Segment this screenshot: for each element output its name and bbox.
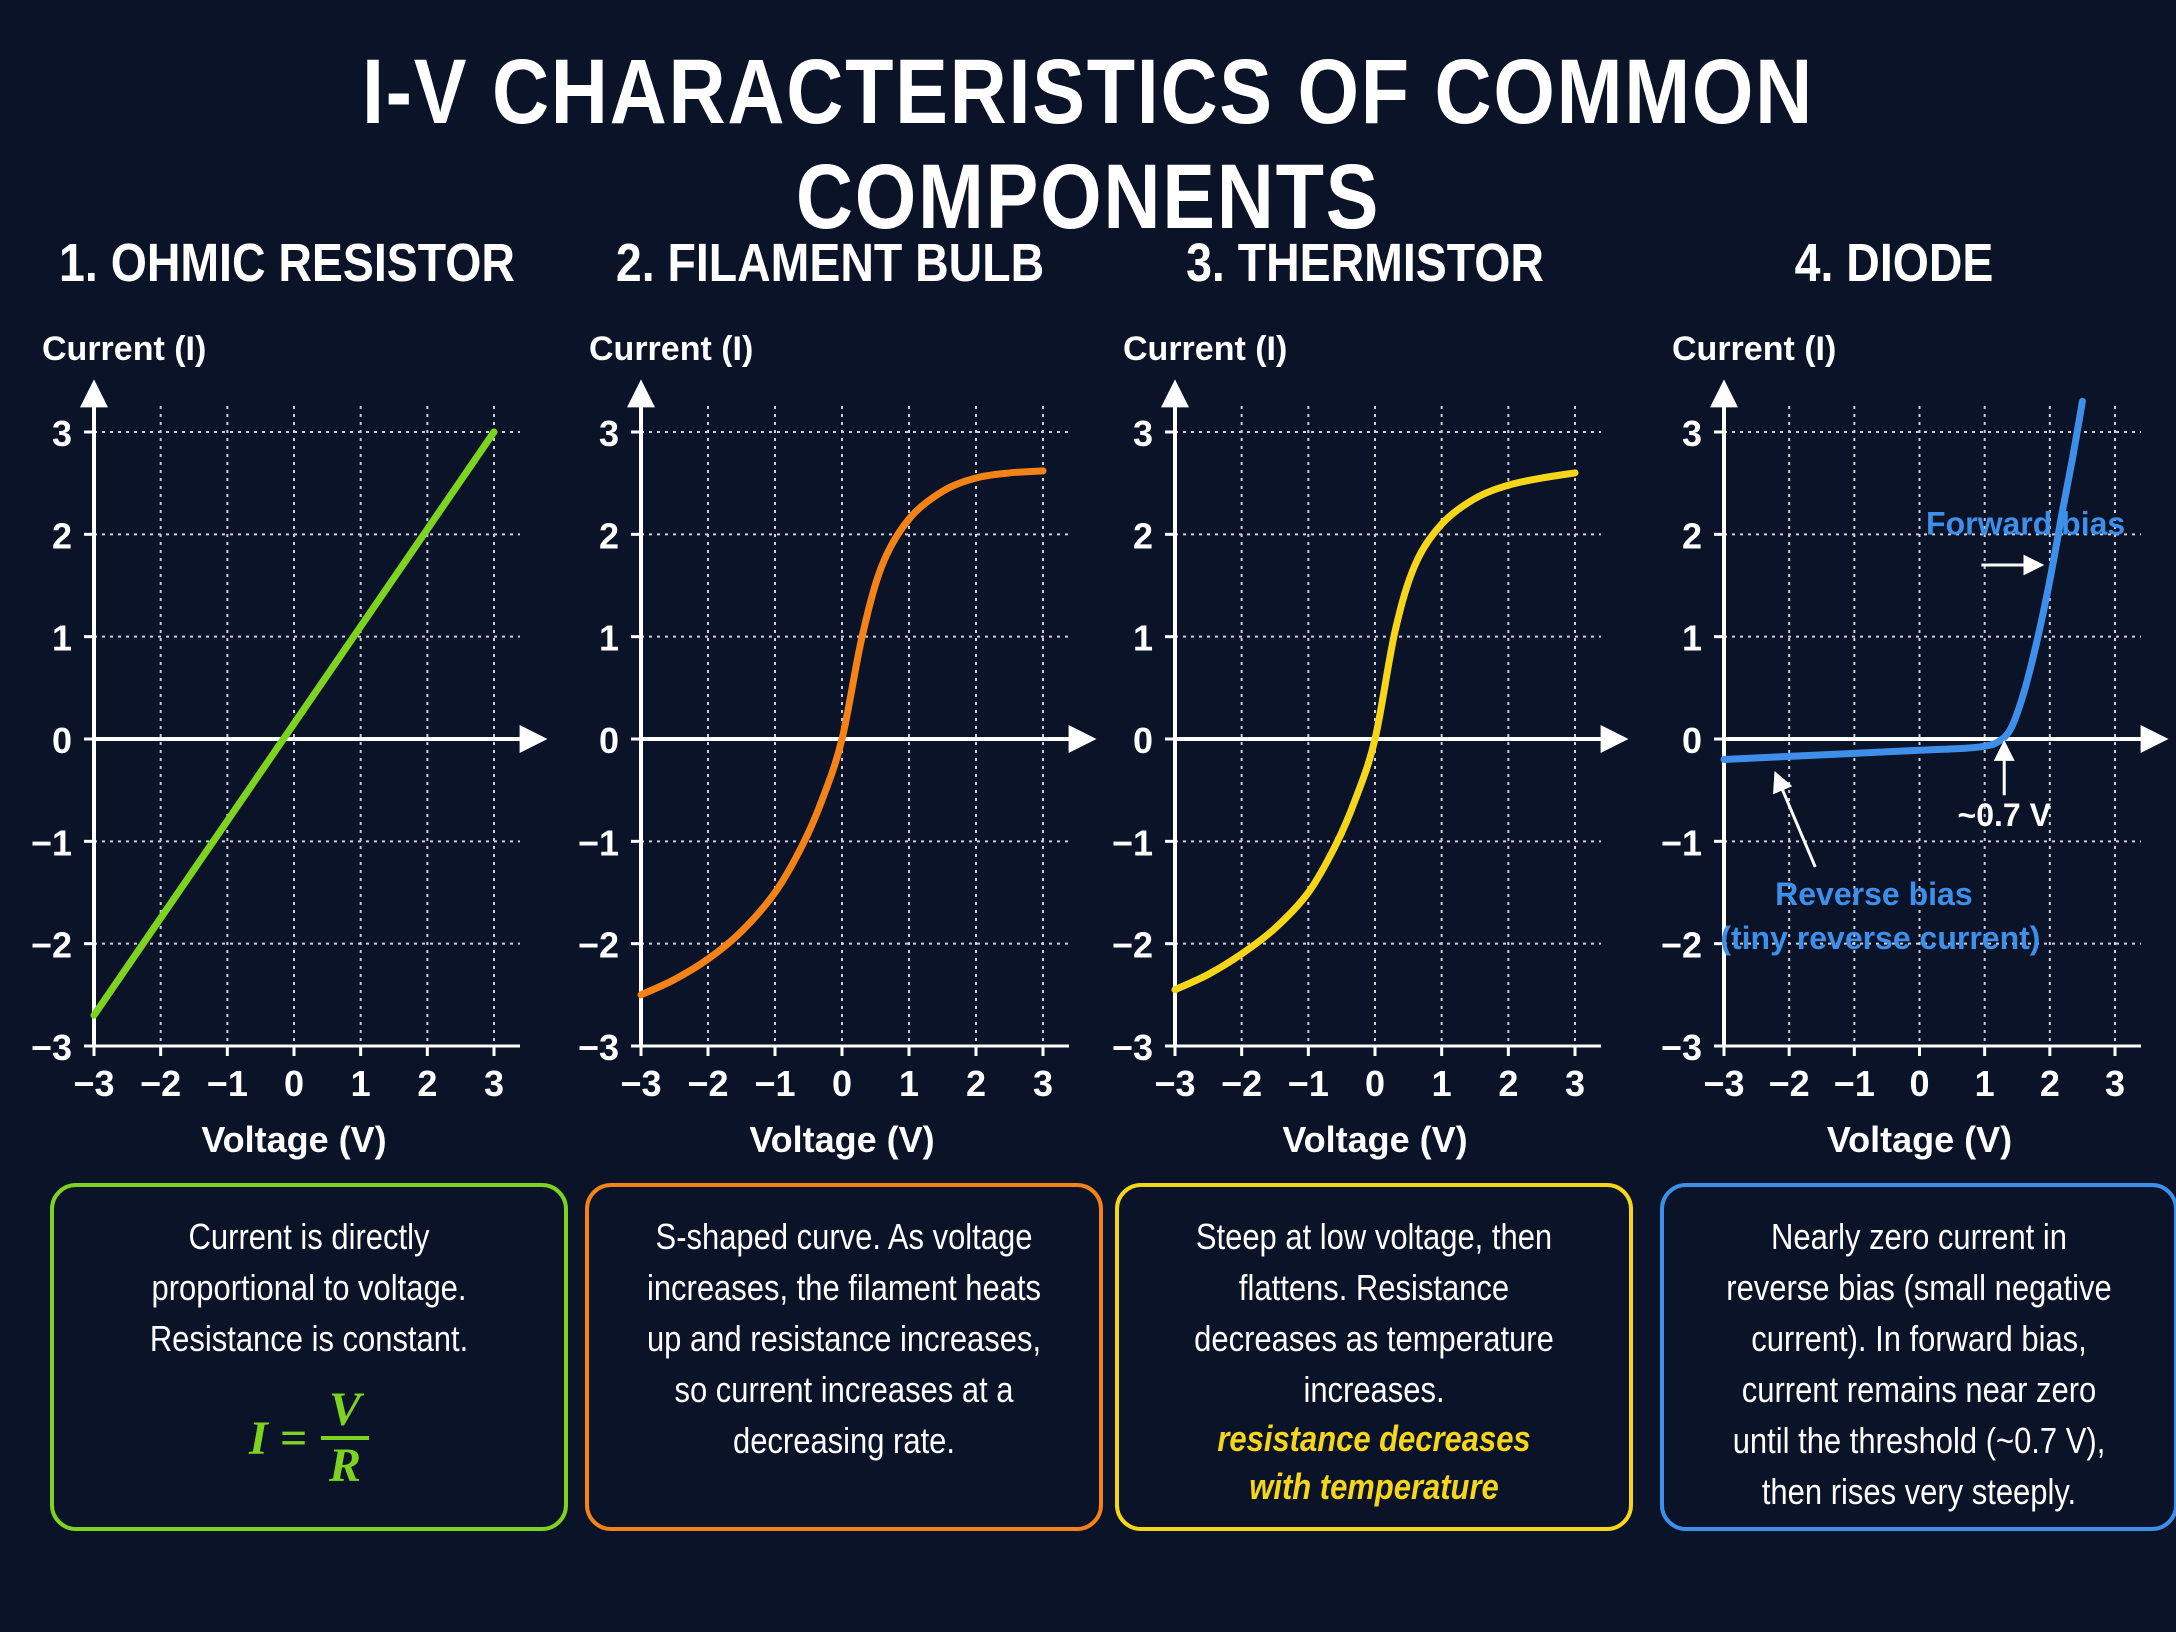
- description-ohmic-resistor: Current is directly proportional to volt…: [50, 1183, 568, 1531]
- x-tick-label: −3: [1703, 1063, 1744, 1104]
- description-diode: Nearly zero current in reverse bias (sma…: [1660, 1183, 2176, 1531]
- x-tick-label: 2: [966, 1063, 986, 1104]
- iv-curve-series: [90, 428, 498, 1019]
- y-tick-label: 1: [1682, 618, 1702, 659]
- description-filament-bulb: S-shaped curve. As voltage increases, th…: [585, 1183, 1103, 1531]
- formula-fraction: V R: [321, 1384, 370, 1492]
- y-axis-label: Current (I): [42, 330, 206, 368]
- y-tick-label: 3: [1682, 413, 1702, 454]
- panel-title-ohmic-resistor: 1. OHMIC RESISTOR: [59, 233, 515, 293]
- panel-title-diode: 4. DIODE: [1794, 233, 1994, 293]
- annotation-reverse-current: (tiny reverse current): [1720, 920, 2040, 956]
- x-tick-label: 1: [1975, 1063, 1995, 1104]
- x-tick-label: 0: [1909, 1063, 1929, 1104]
- chart-panel-4: 3 2 1 0 −1 −2 −3−3 −2 −1 0 1 2 3 Current (I) Voltage (…: [1661, 330, 2169, 1160]
- description-thermistor: Steep at low voltage, then flattens. Res…: [1115, 1183, 1633, 1531]
- panel-title-thermistor: 3. THERMISTOR: [1186, 233, 1544, 293]
- y-tick-label: 2: [1682, 515, 1702, 556]
- x-tick-label: 1: [351, 1063, 371, 1104]
- y-axis-label: Current (I): [589, 330, 753, 368]
- y-tick-label: −2: [578, 925, 619, 966]
- y-tick-label: −2: [1661, 925, 1702, 966]
- chart-panel-1: 3 2 1 0 −1 −2 −3−3 −2 −1 0 1 2 3 Current (I) Voltage (…: [31, 330, 548, 1160]
- y-tick-label: −3: [578, 1027, 619, 1068]
- x-tick-label: 1: [899, 1063, 919, 1104]
- y-axis-label: Current (I): [1123, 330, 1287, 368]
- y-tick-label: −2: [31, 925, 72, 966]
- x-tick-label: −3: [1154, 1063, 1195, 1104]
- x-tick-label: 3: [1033, 1063, 1053, 1104]
- x-tick-label: 2: [2040, 1063, 2060, 1104]
- panel-title-filament-bulb: 2. FILAMENT BULB: [615, 233, 1045, 293]
- y-tick-label: −1: [578, 822, 619, 863]
- y-tick-label: −1: [1661, 822, 1702, 863]
- x-tick-label: 0: [832, 1063, 852, 1104]
- y-tick-label: 2: [599, 515, 619, 556]
- x-tick-label: −2: [1221, 1063, 1262, 1104]
- y-tick-label: 3: [599, 413, 619, 454]
- y-tick-label: −3: [1112, 1027, 1153, 1068]
- y-tick-label: −3: [31, 1027, 72, 1068]
- annotation-threshold: ~0.7 V: [1958, 797, 2052, 833]
- ohms-law-formula: I = V R: [54, 1384, 564, 1492]
- x-tick-label: −2: [140, 1063, 181, 1104]
- y-tick-label: 0: [1133, 720, 1153, 761]
- y-tick-label: −1: [1112, 822, 1153, 863]
- annotation-forward-bias: Forward bias: [1926, 505, 2125, 541]
- iv-curve-series: [1171, 469, 1579, 994]
- x-tick-label: 3: [484, 1063, 504, 1104]
- x-tick-label: 0: [284, 1063, 304, 1104]
- y-tick-label: 1: [599, 618, 619, 659]
- y-tick-label: 3: [1133, 413, 1153, 454]
- y-tick-label: −1: [31, 822, 72, 863]
- description-note: resistance decreases with temperature: [1217, 1418, 1531, 1507]
- x-tick-label: −1: [1834, 1063, 1875, 1104]
- y-tick-label: 1: [1133, 618, 1153, 659]
- y-tick-label: 0: [599, 720, 619, 761]
- x-axis-label: Voltage (V): [749, 1119, 934, 1160]
- iv-curve-series: [1720, 397, 2086, 763]
- annotation-arrow-reverse: [1773, 770, 1817, 868]
- x-tick-label: 2: [417, 1063, 437, 1104]
- page-title: I-V CHARACTERISTICS OF COMMON COMPONENTS: [361, 41, 1815, 248]
- formula-numerator: V: [321, 1384, 370, 1440]
- x-tick-label: 0: [1365, 1063, 1385, 1104]
- x-axis-label: Voltage (V): [201, 1119, 386, 1160]
- x-axis-label: Voltage (V): [1827, 1119, 2012, 1160]
- y-tick-label: 2: [1133, 515, 1153, 556]
- x-tick-label: −3: [73, 1063, 114, 1104]
- y-tick-label: 2: [52, 515, 72, 556]
- x-tick-label: −1: [754, 1063, 795, 1104]
- description-text: Steep at low voltage, then flattens. Res…: [1194, 1216, 1554, 1410]
- chart-panel-2: 3 2 1 0 −1 −2 −3−3 −2 −1 0 1 2 3 Current (I) Voltage (…: [578, 330, 1097, 1160]
- x-tick-label: 1: [1432, 1063, 1452, 1104]
- x-tick-label: −2: [1769, 1063, 1810, 1104]
- y-tick-label: 0: [1682, 720, 1702, 761]
- x-tick-label: −1: [1288, 1063, 1329, 1104]
- x-axis-label: Voltage (V): [1282, 1119, 1467, 1160]
- iv-curve-series: [637, 467, 1047, 999]
- y-tick-label: −2: [1112, 925, 1153, 966]
- description-text: S-shaped curve. As voltage increases, th…: [646, 1216, 1042, 1461]
- x-tick-label: −1: [207, 1063, 248, 1104]
- x-tick-label: 2: [1498, 1063, 1518, 1104]
- y-tick-label: 1: [52, 618, 72, 659]
- x-tick-label: −2: [687, 1063, 728, 1104]
- description-text: Current is directly proportional to volt…: [149, 1216, 469, 1359]
- y-axis-label: Current (I): [1672, 330, 1836, 368]
- x-tick-label: 3: [2105, 1063, 2125, 1104]
- annotation-reverse-bias: Reverse bias: [1775, 876, 1972, 912]
- x-tick-label: 3: [1565, 1063, 1585, 1104]
- y-tick-label: −3: [1661, 1027, 1702, 1068]
- x-tick-label: −3: [620, 1063, 661, 1104]
- y-tick-label: 3: [52, 413, 72, 454]
- description-text: Nearly zero current in reverse bias (sma…: [1726, 1216, 2112, 1512]
- formula-denominator: R: [329, 1439, 362, 1492]
- y-tick-label: 0: [52, 720, 72, 761]
- chart-panel-3: 3 2 1 0 −1 −2 −3−3 −2 −1 0 1 2 3 Current (I) Voltage (…: [1112, 330, 1629, 1160]
- formula-lhs: I =: [248, 1411, 307, 1465]
